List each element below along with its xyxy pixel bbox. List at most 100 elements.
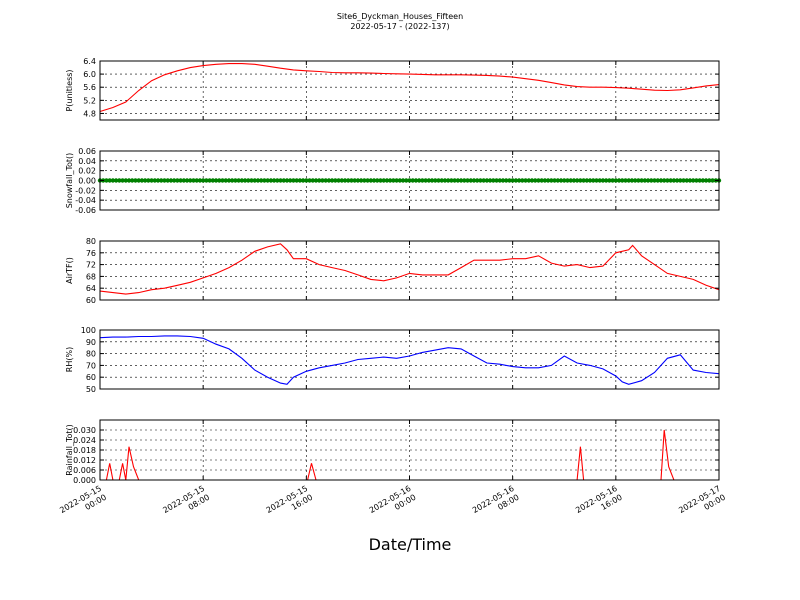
snowfall-point [691,178,696,183]
snowfall-point [200,178,206,183]
y-tick-label: 0.06 [78,147,96,156]
snowfall-point [497,178,502,183]
y-tick-label: 80 [86,237,96,246]
snowfall-point [365,178,370,183]
snowfall-point [658,178,664,183]
y-tick-label: 64 [86,284,96,293]
snowfall-point [665,178,670,183]
snowfall-point [126,178,132,183]
snowfall-point [368,178,374,183]
snowfall-point [571,178,577,183]
snowfall-point [529,178,535,183]
y-tick-label: 72 [86,261,96,270]
snowfall-point [687,178,693,183]
snowfall-point [297,178,303,183]
snowfall-point [291,178,296,183]
snowfall-point [462,178,467,183]
y-tick-label: 6.4 [83,57,96,66]
snowfall-point [710,178,715,183]
snowfall-point [471,178,477,183]
y-tick-label: 90 [86,338,96,347]
snowfall-point [578,178,583,183]
snowfall-point [268,178,274,183]
y-tick-label: 5.2 [83,96,96,105]
snowfall-point [433,178,438,183]
snowfall-point [384,178,390,183]
panel-3: 60 64 68 72 76 80 AirTF() [65,237,720,305]
snowfall-point [117,178,122,183]
y-tick-label: 0.00 [78,177,96,186]
panels-group: 4.8 5.2 5.6 6.0 6.4 P(unitless) -0.06-0.04-0.0… [65,57,722,485]
snowfall-point [265,178,270,183]
snowfall-point [674,178,680,183]
snowfall-point [255,178,261,183]
snowfall-point [420,178,425,183]
snowfall-point [162,178,167,183]
snowfall-point [700,178,706,183]
snowfall-point [491,178,496,183]
snowfall-point [165,178,170,183]
snowfall-point [587,178,593,183]
snowfall-point [523,178,528,183]
snowfall-point [636,178,641,183]
snowfall-point [681,178,686,183]
snowfall-point [191,178,196,183]
snowfall-point [146,178,151,183]
snowfall-point [317,178,322,183]
snowfall-point [381,178,386,183]
snowfall-point [281,178,286,183]
snowfall-point [178,178,183,183]
snowfall-point [258,178,264,183]
y-axis-label: P(unitless) [65,69,74,111]
snowfall-point [410,178,415,183]
snowfall-point [229,178,235,183]
snowfall-point [400,178,406,183]
snowfall-point [707,178,712,183]
snowfall-point [684,178,689,183]
snowfall-point [436,178,441,183]
snowfall-point [697,178,702,183]
snowfall-point [504,178,509,183]
snowfall-point [558,178,564,183]
snowfall-point [194,178,199,183]
snowfall-point [220,178,225,183]
snowfall-point [175,178,180,183]
snowfall-point [620,178,625,183]
series-line-4 [99,335,720,385]
snowfall-point [236,178,241,183]
y-tick-label: 70 [86,361,96,370]
figure-subtitle: 2022-05-17 - (2022-137) [350,22,449,31]
snowfall-point [426,178,432,183]
snowfall-point [603,178,609,183]
y-tick-label: 0.02 [78,167,96,176]
snowfall-point [107,178,112,183]
snowfall-point [252,178,257,183]
y-tick-label: 0.000 [73,476,96,485]
snowfall-point [452,178,457,183]
y-tick-label: -0.06 [75,206,96,215]
snowfall-point [478,178,483,183]
snowfall-point [217,178,222,183]
snowfall-point [333,178,338,183]
snowfall-point [678,178,683,183]
snowfall-point [526,178,531,183]
snowfall-point [310,178,315,183]
snowfall-point [591,178,596,183]
snowfall-point [516,178,522,183]
snowfall-point [597,178,602,183]
snowfall-point [210,178,216,183]
snowfall-point [223,178,228,183]
snowfall-point [581,178,586,183]
snowfall-point [533,178,538,183]
y-axis-label: AirTF() [65,257,74,284]
snowfall-point [358,178,364,183]
snowfall-point [500,178,506,183]
snowfall-point [152,178,158,183]
snowfall-point [652,178,657,183]
snowfall-point [184,178,190,183]
snowfall-point [136,178,141,183]
snowfall-point [246,178,251,183]
